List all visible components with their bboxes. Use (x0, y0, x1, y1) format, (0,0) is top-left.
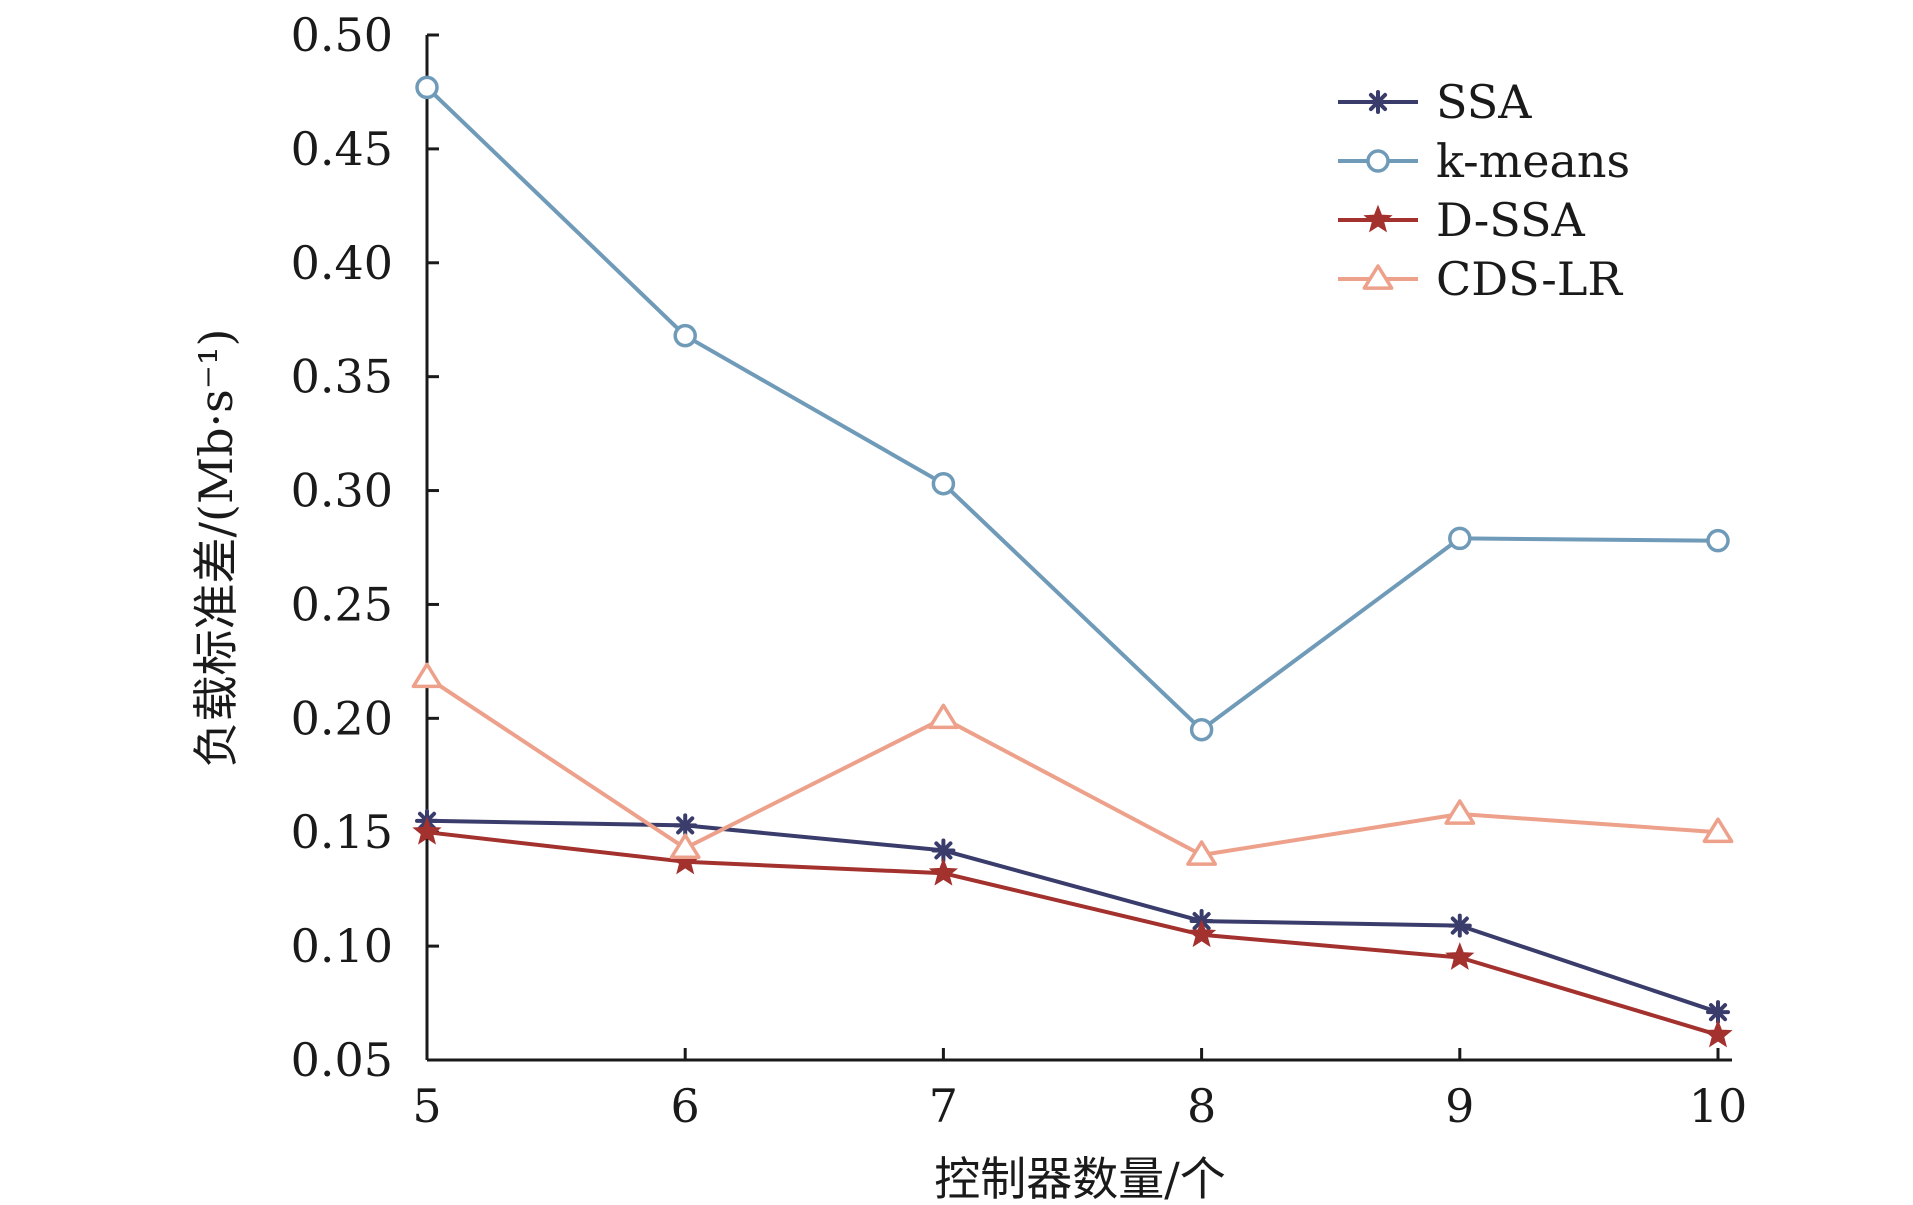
legend-item-k-means: k-means (1338, 134, 1630, 188)
axes (425, 35, 1732, 1062)
series-line-d-ssa (426, 830, 1719, 1037)
x-tick-label: 7 (929, 1079, 958, 1133)
x-axis-title: 控制器数量/个 (934, 1152, 1226, 1205)
y-tick-label: 0.05 (291, 1033, 393, 1087)
y-tick-label: 0.50 (291, 8, 393, 62)
series-layer (411, 75, 1734, 1048)
y-tick-label: 0.35 (291, 350, 393, 404)
data-point-ssa (1706, 1000, 1730, 1025)
data-point-k-means (673, 323, 697, 348)
series-k-means (415, 75, 1730, 742)
y-tick-label: 0.45 (291, 122, 393, 176)
y-axis-title: 负载标准差/(Mb·s⁻¹) (189, 329, 243, 768)
y-tick-label: 0.30 (291, 464, 393, 518)
x-tick-label: 5 (412, 1079, 441, 1133)
series-line-cds-lr (425, 675, 1719, 857)
y-tick-label: 0.10 (291, 919, 393, 973)
data-point-d-ssa (1445, 942, 1475, 970)
data-point-k-means (1448, 526, 1472, 551)
data-point-cds-lr (411, 662, 443, 689)
data-point-cds-lr (928, 703, 959, 730)
series-cds-lr (411, 662, 1734, 866)
legend-label-cds-lr: CDS-LR (1436, 252, 1623, 306)
data-point-cds-lr (1702, 817, 1734, 844)
data-point-d-ssa (1703, 1019, 1733, 1048)
legend-label-k-means: k-means (1436, 134, 1630, 188)
x-ticks: 5 6 7 8 9 10 (412, 1048, 1747, 1133)
data-point-k-means (1706, 528, 1730, 553)
x-tick-label: 8 (1187, 1079, 1216, 1133)
data-point-k-means (415, 75, 439, 100)
series-line-k-means (425, 85, 1719, 732)
legend-item-ssa: SSA (1338, 75, 1532, 129)
data-point-d-ssa (928, 857, 959, 886)
x-tick-label: 10 (1689, 1079, 1748, 1133)
x-tick-label: 9 (1445, 1079, 1474, 1133)
data-point-k-means (931, 471, 956, 496)
y-ticks: 0.05 0.10 0.15 0.20 0.25 0.30 0.35 0.40 0.45 0.50 (291, 8, 439, 1087)
data-point-ssa (673, 813, 698, 838)
x-tick-label: 6 (671, 1079, 700, 1133)
data-point-ssa (1447, 913, 1472, 938)
legend-label-d-ssa: D-SSA (1436, 193, 1585, 247)
legend-item-d-ssa: D-SSA (1338, 193, 1585, 247)
y-tick-label: 0.15 (291, 805, 393, 859)
data-point-cds-lr (669, 833, 701, 860)
y-tick-label: 0.40 (291, 236, 393, 290)
legend-label-ssa: SSA (1436, 75, 1532, 129)
legend-marker-ssa (1366, 90, 1390, 114)
series-line-ssa (426, 818, 1719, 1015)
data-point-ssa (931, 838, 956, 863)
legend-marker-d-ssa (1363, 204, 1393, 233)
data-point-d-ssa (1186, 919, 1217, 948)
data-point-cds-lr (1186, 840, 1217, 866)
data-point-k-means (1189, 717, 1214, 742)
data-point-cds-lr (1444, 799, 1476, 825)
series-ssa (415, 808, 1730, 1025)
legend-marker-cds-lr (1362, 264, 1394, 290)
series-d-ssa (412, 816, 1733, 1048)
y-tick-label: 0.20 (291, 691, 393, 745)
legend-item-cds-lr: CDS-LR (1338, 252, 1623, 306)
legend-marker-k-means (1366, 149, 1390, 173)
y-tick-label: 0.25 (291, 577, 393, 631)
data-point-d-ssa (412, 816, 442, 845)
